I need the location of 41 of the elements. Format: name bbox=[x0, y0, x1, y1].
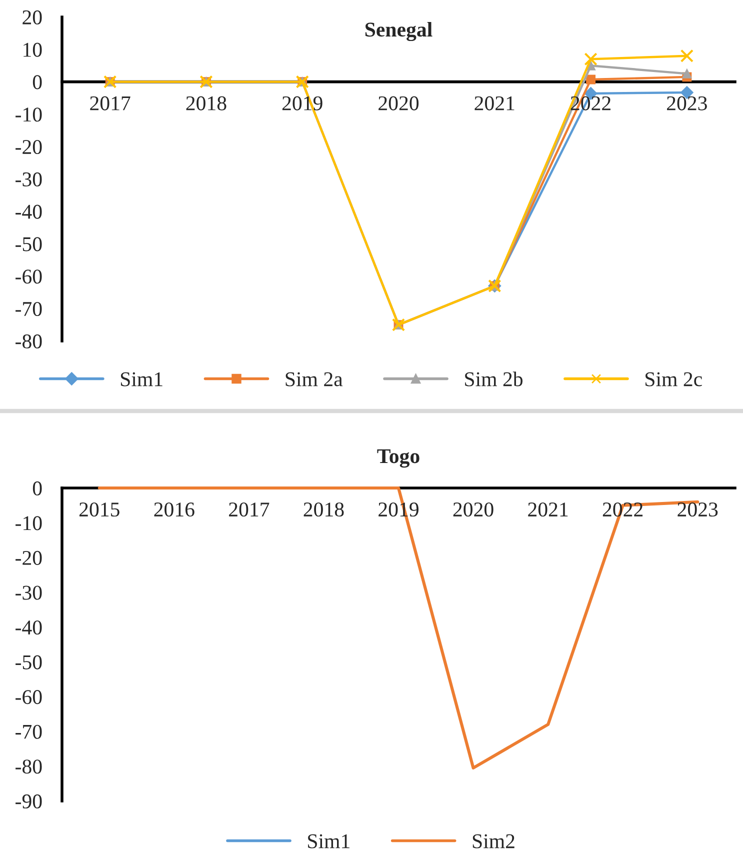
x-tick-label: 2017 bbox=[229, 502, 270, 517]
y-tick-label: -20 bbox=[16, 140, 42, 154]
legend-label: Sim1 bbox=[120, 372, 162, 386]
y-tick-label: -40 bbox=[16, 204, 42, 219]
x-tick-label: 2016 bbox=[154, 502, 194, 517]
x-tick-label: 2020 bbox=[453, 502, 494, 517]
y-tick-label: -20 bbox=[16, 550, 42, 565]
y-tick-label: -50 bbox=[16, 655, 42, 670]
legend-label: Sim 2c bbox=[646, 372, 702, 386]
x-tick-label: 2018 bbox=[186, 96, 226, 110]
y-tick-label: 20 bbox=[22, 10, 42, 24]
y-tick-label: 10 bbox=[24, 42, 42, 57]
y-tick-label: -30 bbox=[16, 586, 42, 600]
y-tick-label: -10 bbox=[16, 108, 42, 122]
y-tick-label: -10 bbox=[16, 516, 42, 530]
legend-label: Sim2 bbox=[472, 834, 514, 848]
x-tick-label: 2018 bbox=[304, 502, 344, 517]
legend-label: Sim 2a bbox=[286, 372, 343, 386]
legend-label: Sim 2b bbox=[465, 372, 523, 386]
y-tick-label: -50 bbox=[16, 237, 42, 252]
chart-title: Togo bbox=[377, 449, 420, 468]
y-tick-label: 0 bbox=[32, 481, 42, 496]
y-tick-label: -40 bbox=[16, 620, 42, 635]
y-tick-label: -70 bbox=[16, 724, 42, 739]
x-tick-label: 2021 bbox=[474, 96, 514, 110]
x-tick-label: 2023 bbox=[667, 96, 707, 110]
y-tick-label: -60 bbox=[16, 270, 42, 284]
x-tick-label: 2023 bbox=[678, 502, 718, 517]
y-tick-label: -80 bbox=[16, 760, 42, 774]
y-tick-label: -80 bbox=[16, 334, 42, 348]
y-tick-label: -60 bbox=[16, 690, 42, 704]
x-tick-label: 2021 bbox=[528, 502, 568, 517]
legend-label: Sim1 bbox=[308, 834, 350, 848]
y-tick-label: 0 bbox=[32, 75, 42, 90]
y-tick-label: -90 bbox=[16, 794, 42, 808]
x-tick-label: 2015 bbox=[79, 502, 120, 517]
y-tick-label: -70 bbox=[16, 302, 42, 316]
x-tick-label: 2017 bbox=[90, 96, 130, 110]
x-tick-label: 2020 bbox=[378, 96, 419, 110]
chart-title: Senegal bbox=[365, 22, 432, 42]
y-tick-label: -30 bbox=[16, 172, 42, 186]
